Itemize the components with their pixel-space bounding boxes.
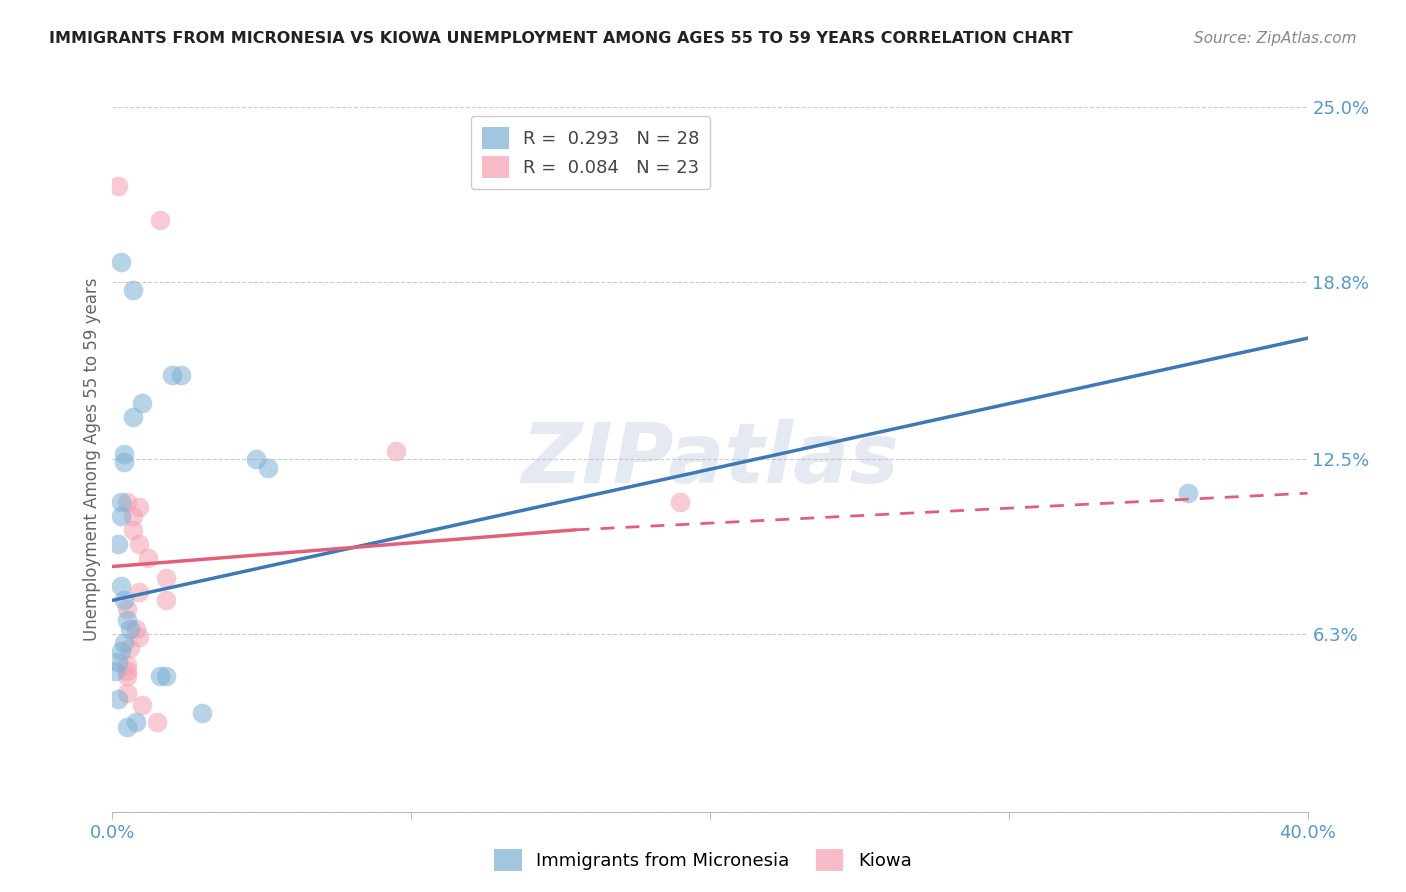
Point [122,508,145,523]
Point [385,444,408,458]
Point [117,601,139,615]
Point [669,494,692,508]
Point [120,622,142,636]
Point [125,622,148,636]
Point [245,452,267,467]
Point [257,460,280,475]
Point [107,656,129,670]
Point [131,396,153,410]
Point [117,494,139,508]
Point [128,630,150,644]
Point [162,368,183,382]
Point [110,644,132,658]
Point [1177,486,1199,500]
Point [170,368,193,382]
Point [117,669,139,683]
Y-axis label: Unemployment Among Ages 55 to 59 years: Unemployment Among Ages 55 to 59 years [83,277,101,641]
Point [131,698,153,712]
Point [117,613,139,627]
Point [122,410,145,425]
Point [128,585,150,599]
Point [122,523,145,537]
Point [149,212,172,227]
Point [117,664,139,678]
Point [128,537,150,551]
Text: IMMIGRANTS FROM MICRONESIA VS KIOWA UNEMPLOYMENT AMONG AGES 55 TO 59 YEARS CORRE: IMMIGRANTS FROM MICRONESIA VS KIOWA UNEM… [49,31,1073,46]
Legend: Immigrants from Micronesia, Kiowa: Immigrants from Micronesia, Kiowa [488,842,918,879]
Point [114,447,135,461]
Point [117,686,139,700]
Point [191,706,214,720]
Point [114,593,135,607]
Text: ZIPatlas: ZIPatlas [522,419,898,500]
Point [120,641,142,656]
Legend: R =  0.293   N = 28, R =  0.084   N = 23: R = 0.293 N = 28, R = 0.084 N = 23 [471,116,710,189]
Point [107,178,129,193]
Point [107,692,129,706]
Point [125,714,148,729]
Point [114,635,135,649]
Point [122,283,145,297]
Point [104,664,127,678]
Point [155,571,177,585]
Point [146,714,169,729]
Point [155,593,177,607]
Point [138,551,160,566]
Point [110,508,132,523]
Point [117,658,139,673]
Point [117,720,139,734]
Point [110,255,132,269]
Point [149,669,172,683]
Text: Source: ZipAtlas.com: Source: ZipAtlas.com [1194,31,1357,46]
Point [128,500,150,515]
Point [110,579,132,593]
Point [107,537,129,551]
Point [114,455,135,469]
Point [110,494,132,508]
Point [155,669,177,683]
